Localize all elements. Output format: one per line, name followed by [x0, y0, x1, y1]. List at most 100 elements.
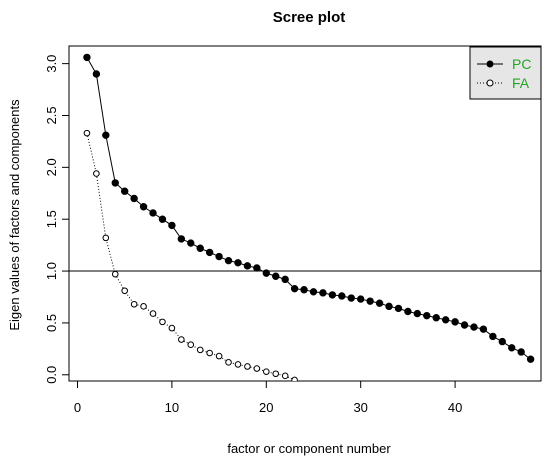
data-point-pc: [394, 304, 403, 313]
data-point-fa: [168, 324, 176, 332]
x-axis-label: factor or component number: [227, 441, 391, 456]
y-tick-label: 0.5: [44, 314, 59, 332]
data-point-pc: [479, 325, 488, 333]
data-point-pc: [215, 252, 223, 261]
data-point-fa: [225, 359, 232, 366]
legend-label-fa: FA: [512, 75, 530, 91]
data-point-pc: [432, 314, 440, 322]
data-point-pc: [441, 316, 450, 324]
data-point-fa: [140, 303, 147, 310]
data-point-pc: [92, 70, 101, 78]
data-point-fa: [234, 361, 242, 368]
data-point-fa: [130, 300, 138, 308]
x-tick-label: 10: [165, 400, 179, 415]
x-tick-label: 40: [448, 400, 462, 415]
data-point-fa: [206, 349, 213, 357]
data-point-pc: [205, 248, 214, 257]
x-axis: 0 10 20 30 40: [74, 380, 462, 415]
data-point-pc: [149, 209, 157, 217]
data-point-pc: [262, 269, 270, 277]
data-point-fa: [302, 380, 306, 381]
chart-title: Scree plot: [273, 9, 346, 26]
data-point-fa: [93, 170, 100, 177]
data-point-pc: [177, 235, 186, 243]
legend-pc-marker: [486, 60, 494, 68]
data-point-pc: [224, 256, 233, 265]
y-axis-label: Eigen values of factors and components: [7, 99, 22, 331]
data-point-pc: [470, 323, 478, 331]
data-point-fa: [281, 372, 289, 380]
x-tick-label: 30: [353, 400, 367, 415]
data-point-fa: [187, 341, 195, 348]
data-point-pc: [139, 203, 148, 211]
data-point-fa: [196, 346, 204, 354]
y-tick-label: 1.5: [44, 210, 59, 228]
data-point-pc: [451, 318, 459, 326]
data-point-fa: [121, 287, 128, 295]
data-point-pc: [356, 295, 365, 303]
data-point-pc: [111, 179, 119, 187]
data-point-pc: [300, 286, 308, 294]
data-point-pc: [508, 344, 516, 352]
legend-label-pc: PC: [512, 56, 531, 72]
x-tick-label: 20: [259, 400, 273, 415]
y-tick-label: 0.0: [44, 366, 59, 384]
legend-fa-marker: [486, 79, 494, 87]
y-tick-label: 3.0: [44, 55, 59, 73]
data-point-pc: [375, 299, 384, 307]
data-point-pc: [338, 292, 346, 300]
data-point-pc: [272, 272, 280, 280]
data-point-pc: [498, 337, 506, 346]
data-point-pc: [281, 275, 289, 284]
data-point-pc: [130, 194, 138, 203]
data-point-pc: [489, 332, 497, 341]
data-point-pc: [423, 311, 431, 320]
data-point-fa: [159, 318, 166, 326]
series-layer: [83, 53, 535, 390]
data-point-pc: [158, 215, 167, 223]
data-point-pc: [328, 291, 337, 299]
data-point-pc: [243, 262, 252, 270]
data-point-fa: [83, 129, 91, 137]
data-point-pc: [385, 302, 393, 311]
legend-box: [469, 46, 542, 100]
data-point-fa: [178, 336, 185, 343]
series-fa: [83, 129, 317, 390]
data-point-pc: [309, 288, 318, 296]
data-point-pc: [102, 131, 110, 139]
data-point-pc: [413, 309, 422, 318]
y-axis: 0.0 0.5 1.0 1.5 2.0 2.5 3.0: [44, 55, 70, 384]
data-point-pc: [319, 289, 327, 297]
data-point-fa: [215, 352, 223, 360]
data-point-pc: [234, 259, 242, 267]
data-point-fa: [291, 376, 298, 381]
data-point-pc: [196, 244, 204, 252]
data-point-pc: [404, 307, 412, 316]
data-point-fa: [149, 310, 157, 317]
data-point-fa: [262, 368, 270, 375]
data-point-pc: [517, 348, 525, 356]
data-point-pc: [187, 239, 195, 247]
data-point-fa: [311, 384, 317, 390]
y-tick-label: 1.0: [44, 262, 59, 280]
data-point-pc: [366, 297, 374, 305]
data-point-pc: [290, 284, 299, 293]
data-point-pc: [120, 187, 129, 195]
data-point-fa: [111, 270, 119, 278]
data-point-pc: [347, 294, 355, 302]
series-pc: [83, 53, 535, 363]
legend: PC FA: [469, 46, 542, 100]
y-tick-label: 2.0: [44, 158, 59, 176]
data-point-fa: [253, 365, 261, 372]
y-tick-label: 2.5: [44, 106, 59, 124]
data-point-fa: [102, 234, 110, 242]
data-point-pc: [460, 321, 469, 329]
data-point-pc: [253, 264, 261, 272]
data-point-pc: [168, 221, 176, 230]
data-point-fa: [244, 363, 251, 370]
data-point-fa: [272, 370, 280, 378]
data-point-pc: [83, 53, 91, 62]
x-tick-label: 0: [74, 400, 81, 415]
data-point-pc: [526, 355, 535, 363]
